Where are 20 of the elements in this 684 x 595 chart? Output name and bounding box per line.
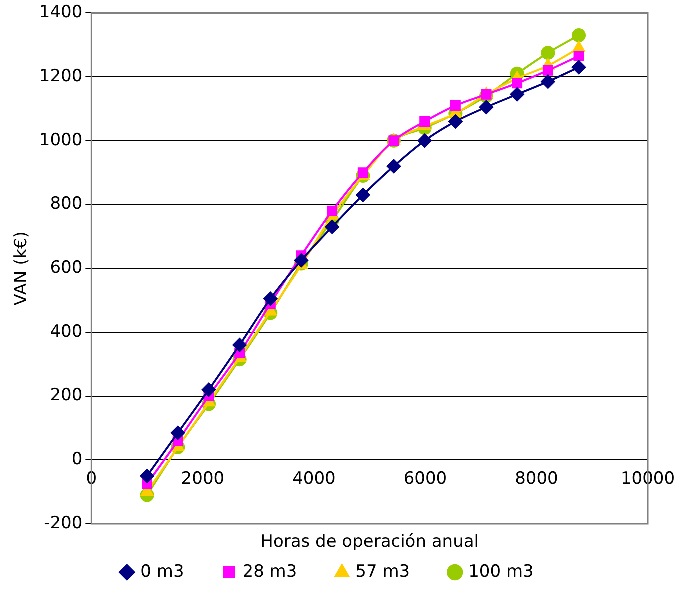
y-tick-label: 1400 bbox=[39, 2, 83, 23]
x-tick-label: 4000 bbox=[292, 468, 336, 489]
y-tick-label: 1200 bbox=[39, 66, 83, 86]
legend-label: 57 m3 bbox=[356, 562, 410, 582]
x-axis-title: Horas de operación anual bbox=[260, 532, 479, 552]
y-tick-label: 0 bbox=[72, 450, 83, 470]
y-axis-title: VAN (k€) bbox=[12, 231, 32, 306]
legend-label: 28 m3 bbox=[242, 562, 298, 582]
x-tick-label: 10000 bbox=[620, 468, 676, 489]
y-tick-label: 800 bbox=[50, 194, 83, 214]
legend-label: 100 m3 bbox=[468, 562, 534, 582]
y-tick-label: -200 bbox=[44, 513, 83, 534]
x-tick-label: 6000 bbox=[404, 468, 448, 489]
y-tick-label: 400 bbox=[50, 322, 83, 342]
x-tick-label: 2000 bbox=[181, 468, 225, 489]
y-tick-label: 1000 bbox=[39, 130, 83, 150]
y-tick-label: 600 bbox=[50, 258, 83, 278]
legend-label: 0 m3 bbox=[140, 562, 184, 582]
y-tick-label: 200 bbox=[50, 386, 83, 406]
x-tick-label: 8000 bbox=[515, 468, 558, 489]
